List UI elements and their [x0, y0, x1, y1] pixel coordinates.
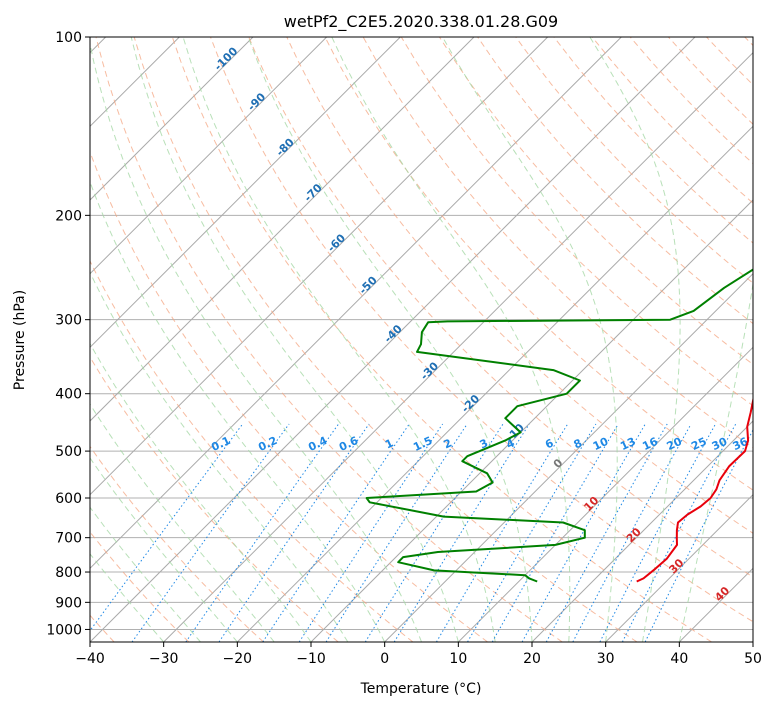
mixing-ratio-line — [621, 423, 737, 642]
moist-adiabat-line — [331, 37, 571, 642]
isotherm-line — [90, 37, 254, 201]
mixing-ratio-line — [393, 423, 530, 642]
mixing-ratio-line — [644, 428, 753, 642]
plot-frame — [89, 36, 754, 643]
moist-adiabat-line — [678, 280, 753, 642]
y-tick-label: 400 — [55, 387, 82, 403]
y-tick-label: 800 — [55, 565, 82, 581]
isotherm-line — [90, 37, 401, 349]
moist-adiabat-line — [589, 37, 681, 642]
y-tick-label: 1000 — [46, 622, 82, 638]
isotherm-line — [90, 37, 328, 275]
mixing-ratio-label: 20 — [665, 435, 685, 453]
y-tick-label: 600 — [55, 491, 82, 507]
dry-adiabat-line — [515, 37, 753, 284]
x-tick-label: −30 — [149, 651, 179, 667]
chart-title: wetPf2_C2E5.2020.338.01.28.G09 — [284, 12, 558, 32]
moist-adiabat-line — [182, 37, 496, 642]
mixing-ratio-line — [218, 423, 370, 642]
dry-adiabat-line — [133, 37, 638, 642]
mixing-ratio-line — [435, 423, 569, 642]
moist-adiabat-line — [247, 37, 533, 642]
background-grid — [90, 37, 753, 642]
moist-adiabat-line — [442, 37, 618, 642]
isotherm-line — [163, 51, 753, 642]
dry-adiabat-line — [90, 356, 339, 642]
moist-adiabat-line — [90, 271, 349, 642]
mixing-ratio-label: 10 — [591, 435, 611, 453]
dewpoint-profile-line — [365, 268, 753, 583]
x-tick-label: −40 — [75, 651, 105, 667]
mixing-ratio-line — [521, 423, 646, 642]
mixing-ratio-line — [364, 423, 504, 642]
dry-adiabat-line — [90, 445, 264, 642]
mixing-ratio-line — [467, 423, 597, 642]
moist-adiabat-line — [90, 457, 238, 642]
moist-adiabat-line — [90, 553, 165, 642]
dry-adiabat-line — [324, 37, 753, 491]
dry-adiabat-line — [95, 37, 563, 642]
x-tick-label: −20 — [223, 651, 253, 667]
x-tick-label: −10 — [296, 651, 326, 667]
dry-adiabat-line — [210, 37, 753, 623]
x-axis-title: Temperature (°C) — [360, 681, 482, 697]
y-tick-label: 300 — [55, 313, 82, 329]
mixing-ratio-label: 25 — [689, 435, 708, 453]
dry-adiabat-line — [248, 37, 753, 578]
y-tick-label: 700 — [55, 531, 82, 547]
mixing-ratio-line — [545, 423, 668, 642]
isotherm-line — [605, 493, 753, 642]
y-tick-label: 200 — [55, 208, 82, 224]
mixing-ratio-line — [185, 423, 340, 642]
mixing-ratio-line — [131, 423, 290, 642]
moist-adiabat-line — [90, 506, 201, 642]
isotherm-line — [457, 346, 753, 642]
y-tick-label: 500 — [55, 444, 82, 460]
y-tick-label: 900 — [55, 595, 82, 611]
moist-adiabat-line — [90, 41, 422, 642]
isotherm-line — [90, 37, 475, 422]
dry-adiabat-line — [90, 259, 414, 642]
moist-adiabat-line — [90, 342, 312, 642]
mixing-ratio-line — [262, 423, 410, 642]
mixing-ratio-label: 16 — [640, 435, 660, 453]
isotherm-line — [90, 37, 549, 496]
y-axis-title: Pressure (hPa) — [12, 290, 28, 390]
x-tick-label: 10 — [449, 651, 467, 667]
x-tick-label: 50 — [744, 651, 762, 667]
mixing-ratio-label: 13 — [618, 435, 637, 453]
isotherm-line — [384, 272, 753, 642]
x-tick-label: 0 — [380, 651, 389, 667]
mixing-ratio-label: 30 — [710, 435, 730, 453]
axes: −40 −30 −20 −10 0 10 20 30 40 50 100 200 300 400 500 60… — [46, 30, 762, 667]
y-tick-label: 100 — [55, 30, 82, 46]
dry-adiabat-line — [171, 37, 712, 642]
isotherm-line — [90, 37, 622, 570]
x-tick-label: 40 — [670, 651, 688, 667]
x-tick-label: 20 — [523, 651, 541, 667]
mixing-ratio-line — [572, 423, 692, 642]
moist-adiabat-line — [130, 37, 459, 642]
isotherm-line — [531, 420, 753, 642]
isotherm-line — [236, 125, 753, 642]
moist-adiabat-line — [90, 403, 275, 642]
mixing-ratio-line — [599, 423, 716, 642]
x-tick-label: 30 — [597, 651, 615, 667]
dry-adiabat-line — [286, 37, 753, 534]
